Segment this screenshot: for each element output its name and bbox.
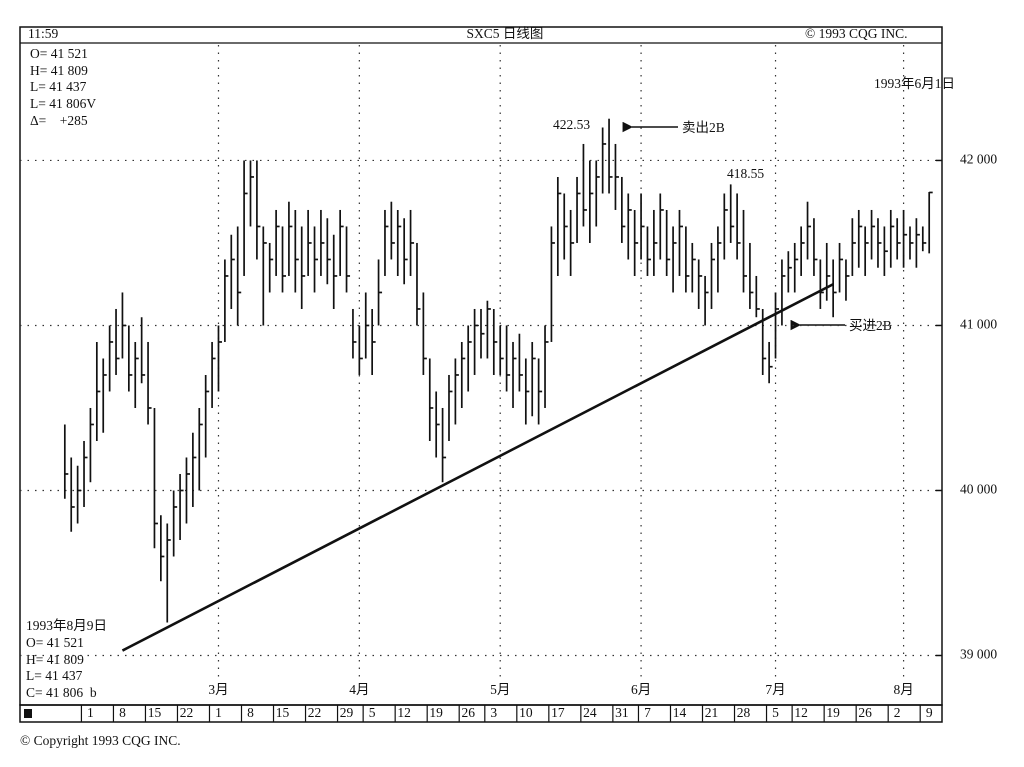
x-tick-label: 21 <box>705 705 719 720</box>
info-top: O= 41 521 <box>30 46 88 61</box>
x-tick-label: 29 <box>340 705 354 720</box>
x-tick-label: 19 <box>429 705 443 720</box>
month-label: 5月 <box>490 682 510 697</box>
annotation: 买进2B <box>849 318 892 333</box>
x-tick-label: 10 <box>519 705 533 720</box>
info-bottom: L= 41 437 <box>26 668 83 683</box>
x-tick-label: 28 <box>737 705 751 720</box>
month-label: 8月 <box>893 682 913 697</box>
trendline <box>121 283 834 652</box>
info-bottom: 1993年8月9日 <box>26 618 107 633</box>
info-top: Δ= +285 <box>30 113 88 128</box>
info-top: L= 41 437 <box>30 79 87 94</box>
info-bottom: H= 41 809 <box>26 652 84 667</box>
x-tick-label: 24 <box>583 705 597 720</box>
x-tick-label: 1 <box>215 705 222 720</box>
date-top: 1993年6月1日 <box>874 76 955 91</box>
x-tick-label: 12 <box>397 705 411 720</box>
x-tick-label: 19 <box>826 705 840 720</box>
info-bottom: C= 41 806 b <box>26 685 97 700</box>
x-tick-label: 22 <box>308 705 322 720</box>
x-tick-label: 5 <box>369 705 376 720</box>
annotation: 418.55 <box>727 166 764 181</box>
footer: © Copyright 1993 CQG INC. <box>20 733 181 748</box>
x-tick-label: 3 <box>490 705 497 720</box>
x-tick-label: 22 <box>180 705 194 720</box>
month-label: 6月 <box>631 682 651 697</box>
x-tick-label: 31 <box>615 705 629 720</box>
x-tick-label: 26 <box>461 705 475 720</box>
x-tick-label: 9 <box>926 705 933 720</box>
x-tick-label: 14 <box>673 705 687 720</box>
date-strip <box>19 704 943 723</box>
plot-frame <box>19 26 943 706</box>
y-tick-label: 42 000 <box>960 152 997 167</box>
x-tick-label: 2 <box>894 705 901 720</box>
y-tick-label: 40 000 <box>960 482 997 497</box>
x-tick-label: 7 <box>644 705 651 720</box>
x-tick-label: 5 <box>772 705 779 720</box>
x-tick-label: 17 <box>551 705 565 720</box>
info-top: H= 41 809 <box>30 63 88 78</box>
month-label: 4月 <box>349 682 369 697</box>
x-tick-label: 15 <box>276 705 290 720</box>
month-label: 3月 <box>208 682 228 697</box>
month-label: 7月 <box>765 682 785 697</box>
header-title: SXC5 日线图 <box>467 26 544 41</box>
x-tick-label: 15 <box>148 705 162 720</box>
y-tick-label: 39 000 <box>960 647 997 662</box>
info-bottom: O= 41 521 <box>26 635 84 650</box>
x-tick-label: 1 <box>87 705 94 720</box>
header-time: 11:59 <box>28 26 58 41</box>
annotation: 422.53 <box>553 117 590 132</box>
annotation: 卖出2B <box>682 120 725 135</box>
header-copyright: © 1993 CQG INC. <box>805 26 908 41</box>
strip-marker <box>24 709 32 718</box>
x-tick-label: 8 <box>119 705 126 720</box>
x-tick-label: 12 <box>794 705 808 720</box>
x-tick-label: 26 <box>858 705 872 720</box>
x-tick-label: 8 <box>247 705 254 720</box>
y-tick-label: 41 000 <box>960 317 997 332</box>
info-top: L= 41 806V <box>30 96 96 111</box>
